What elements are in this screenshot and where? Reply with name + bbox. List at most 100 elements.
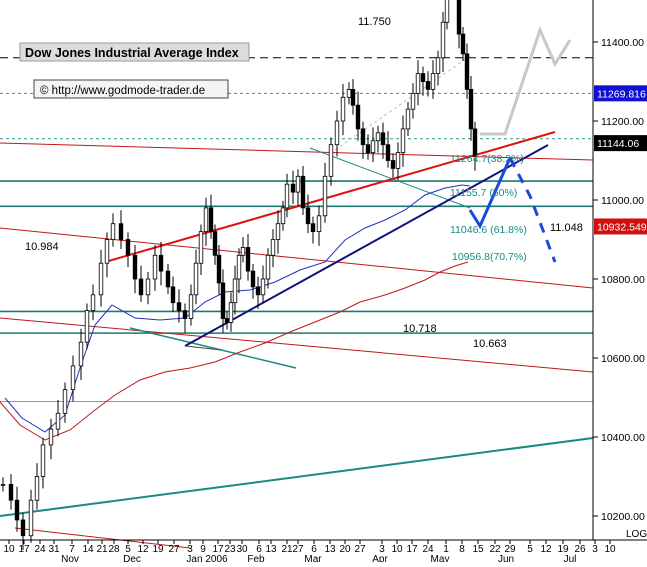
- level-label: 10.718: [403, 323, 437, 335]
- x-day-label: 19: [557, 544, 569, 555]
- candle-body: [255, 286, 261, 296]
- candle-body: [236, 254, 242, 280]
- x-day-label: 21: [281, 544, 293, 555]
- x-month-label: Jul: [564, 554, 577, 562]
- candle-body: [216, 254, 222, 284]
- candle-body: [224, 318, 230, 323]
- x-day-label: 5: [527, 544, 533, 555]
- x-day-label: 27: [292, 544, 304, 555]
- x-month-label: Feb: [247, 554, 265, 562]
- candle-body: [280, 207, 286, 225]
- candle-body: [270, 239, 276, 256]
- y-tick-label: 11000.00: [601, 195, 644, 207]
- candle-body: [118, 223, 124, 240]
- candle-body: [365, 144, 371, 153]
- level-label: 10.663: [473, 338, 507, 350]
- red-channel-mid: [0, 227, 594, 289]
- candle-body: [55, 412, 61, 430]
- x-day-label: 30: [236, 544, 248, 555]
- x-day-label: 3: [592, 544, 598, 555]
- candle-body: [440, 21, 446, 59]
- red-channel-bottom: [14, 527, 191, 549]
- x-day-label: 9: [200, 544, 206, 555]
- candle-body: [300, 175, 306, 209]
- candle-body: [240, 246, 246, 256]
- x-day-label: 21: [96, 544, 108, 555]
- ma-short-line: [4, 184, 471, 433]
- x-day-label: 7: [69, 544, 75, 555]
- x-month-label: Nov: [61, 554, 79, 562]
- teal-diagonal: [309, 147, 471, 209]
- axis-marker-label: 11269.816: [597, 88, 646, 100]
- projection-blue-dashed: [508, 157, 557, 263]
- y-tick-label: 10200.00: [601, 511, 645, 523]
- candle-body: [220, 282, 226, 319]
- candle-body: [250, 270, 256, 288]
- candle-body: [84, 310, 90, 343]
- x-day-label: 10: [604, 544, 616, 555]
- candle-body: [410, 92, 416, 110]
- projection-gray: [480, 25, 572, 136]
- x-day-label: 5: [125, 544, 131, 555]
- fib-label: 10956.8(70.7%): [452, 251, 527, 263]
- candle-body: [425, 81, 431, 90]
- x-day-label: 15: [472, 544, 484, 555]
- candle-body: [346, 89, 352, 98]
- level-label: 11.750: [358, 16, 391, 28]
- candle-body: [265, 254, 271, 280]
- x-day-label: 17: [212, 544, 224, 555]
- candle-body: [456, 0, 462, 35]
- projection-blue-solid: [468, 157, 512, 230]
- red-channel-upper: [0, 142, 594, 161]
- candle-body: [34, 476, 40, 501]
- candle-body: [275, 223, 281, 240]
- candle-body: [110, 223, 116, 240]
- candle-body: [203, 207, 209, 232]
- teal-short-trend: [129, 327, 297, 369]
- candle-body: [444, 0, 450, 23]
- candle-body: [305, 207, 311, 225]
- x-day-label: 14: [82, 544, 94, 555]
- chart-subtitle: © http://www.godmode-trader.de: [40, 85, 205, 97]
- candle-body: [430, 73, 436, 90]
- candle-body: [0, 483, 6, 486]
- candle-body: [340, 96, 346, 122]
- candle-body: [310, 223, 316, 232]
- candle-body: [8, 483, 14, 501]
- x-day-label: 10: [3, 544, 15, 555]
- candle-body: [138, 278, 144, 296]
- candle-body: [405, 108, 411, 130]
- y-tick-label: 10400.00: [601, 432, 645, 444]
- candle-body: [98, 262, 104, 296]
- axis-marker-box: [594, 85, 647, 102]
- candle-body: [355, 104, 361, 130]
- x-day-label: 3: [379, 544, 385, 555]
- candle-body: [380, 132, 386, 146]
- candle-body: [193, 262, 199, 296]
- candle-body: [104, 239, 110, 264]
- x-day-label: 12: [137, 544, 149, 555]
- candle-body: [328, 144, 334, 177]
- candle-body: [284, 183, 290, 209]
- candle-body: [165, 270, 171, 288]
- x-day-label: 10: [391, 544, 403, 555]
- candle-body: [245, 246, 251, 272]
- candle-body: [170, 286, 176, 304]
- fib-label: 11046.6 (61.8%): [450, 224, 527, 236]
- blue-trendline: [184, 144, 549, 347]
- candle-body: [208, 207, 214, 232]
- y-tick-label: 11200.00: [601, 116, 644, 128]
- candle-body: [316, 215, 322, 233]
- candle-body: [232, 278, 238, 304]
- x-month-label: Dec: [123, 554, 141, 562]
- x-month-label: Jun: [498, 554, 514, 562]
- candle-body: [145, 278, 151, 296]
- candle-body: [158, 254, 164, 272]
- candle-body: [435, 57, 441, 74]
- candle-body: [322, 175, 328, 217]
- x-day-label: 17: [406, 544, 418, 555]
- ma-long-line: [0, 261, 469, 441]
- candle-body: [212, 231, 218, 256]
- red-channel-lower: [0, 317, 594, 373]
